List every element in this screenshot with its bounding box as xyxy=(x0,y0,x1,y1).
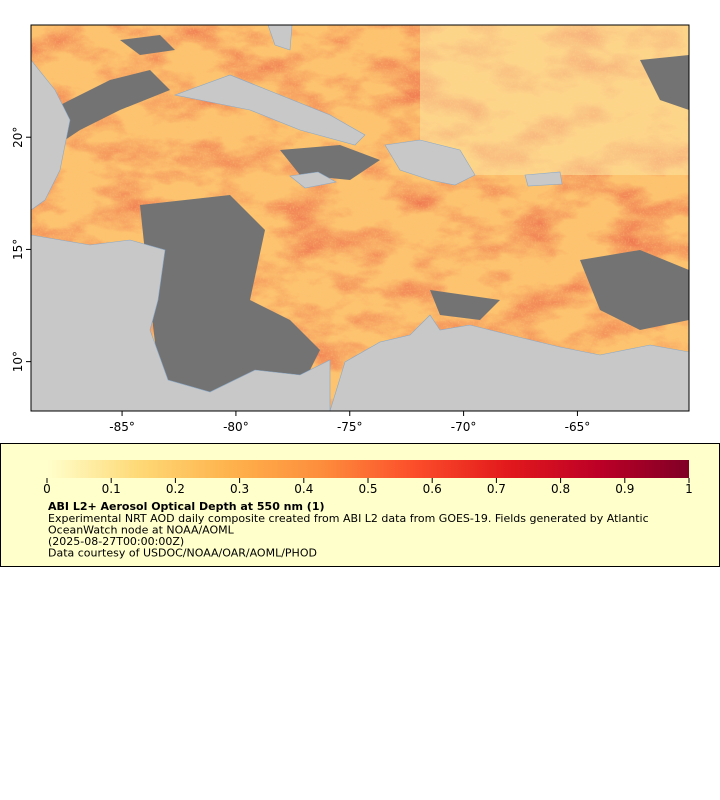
axis-ticks: -85° -80° -75° -70° -65° 10° 15° 20° xyxy=(11,127,590,434)
colorbar-tick-label: 0.8 xyxy=(551,482,570,496)
colorbar-tick-label: 1 xyxy=(685,482,693,496)
colorbar xyxy=(47,460,689,478)
map-frame xyxy=(30,24,690,412)
colorbar-tick-label: 0.9 xyxy=(615,482,634,496)
colorbar-tick-label: 0.5 xyxy=(358,482,377,496)
low-aod-area xyxy=(420,25,689,175)
y-tick-label: 10° xyxy=(11,351,25,372)
colorbar-tick-label: 0 xyxy=(43,482,51,496)
legend-line: (2025-08-27T00:00:00Z) xyxy=(48,535,184,548)
legend-line: Data courtesy of USDOC/NOAA/OAR/AOML/PHO… xyxy=(48,547,317,560)
x-tick-label: -85° xyxy=(109,420,135,434)
colorbar-tick-label: 0.7 xyxy=(487,482,506,496)
x-tick-label: -70° xyxy=(451,420,477,434)
legend-title: ABI L2+ Aerosol Optical Depth at 550 nm … xyxy=(48,500,325,513)
legend-line: OceanWatch node at NOAA/AOML xyxy=(48,524,235,537)
x-tick-label: -65° xyxy=(565,420,591,434)
colorbar-tick-label: 0.3 xyxy=(230,482,249,496)
legend-lines: Experimental NRT AOD daily composite cre… xyxy=(48,512,649,560)
colorbar-tick-label: 0.2 xyxy=(166,482,185,496)
x-tick-label: -75° xyxy=(337,420,363,434)
legend-line: Experimental NRT AOD daily composite cre… xyxy=(48,512,649,525)
colorbar-tick-label: 0.1 xyxy=(102,482,121,496)
x-tick-label: -80° xyxy=(223,420,249,434)
y-tick-label: 20° xyxy=(11,127,25,148)
no-data xyxy=(31,35,689,398)
colorbar-tick-label: 0.4 xyxy=(294,482,313,496)
y-tick-label: 15° xyxy=(11,239,25,260)
land xyxy=(31,25,689,411)
map-raster xyxy=(31,25,689,411)
colorbar-tick-label: 0.6 xyxy=(423,482,442,496)
colorbar-ticks: 0 0.1 0.2 0.3 0.4 0.5 0.6 0.7 0.8 0.9 1 xyxy=(43,478,693,496)
